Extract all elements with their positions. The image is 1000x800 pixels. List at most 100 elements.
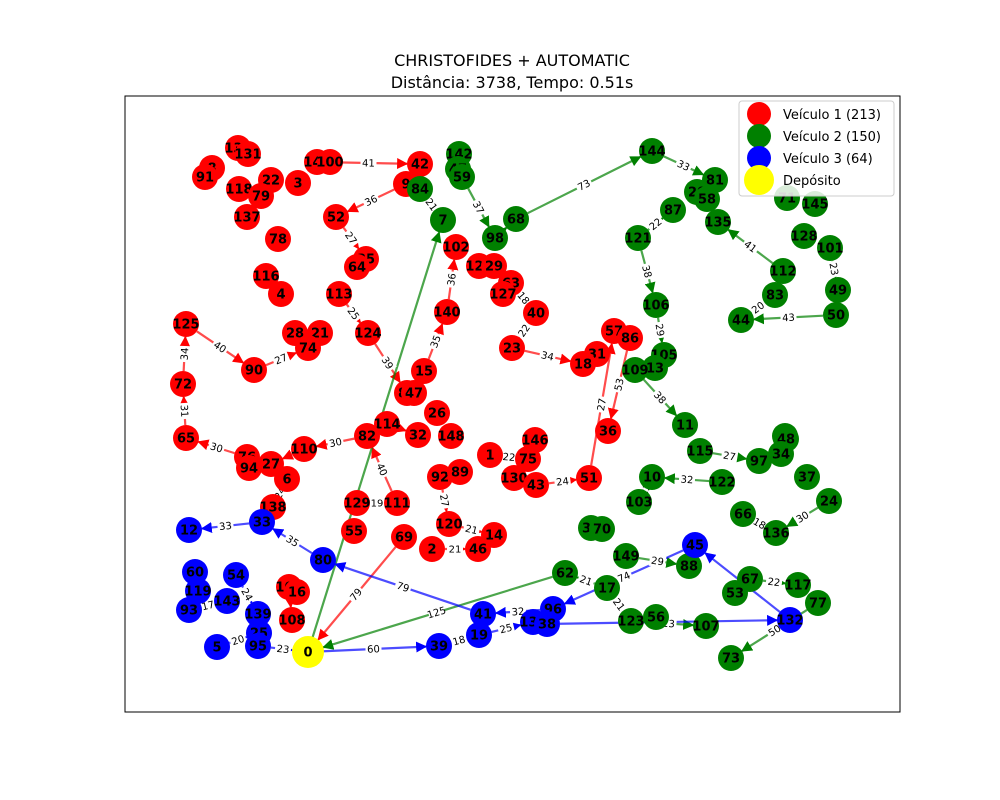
edge-label-bg [645, 214, 666, 234]
node-label: 33 [253, 516, 271, 531]
node-label: 50 [827, 309, 845, 324]
customer-node [317, 149, 343, 175]
node-label: 145 [801, 198, 828, 213]
node-label: 16 [288, 586, 306, 601]
node-label: 115 [686, 445, 713, 460]
customer-node [823, 302, 849, 328]
customer-node [618, 608, 644, 634]
edge-label-bg [576, 572, 596, 589]
legend: Veículo 1 (213) Veículo 2 (150) Veículo 3 … [738, 100, 895, 197]
edge-label-bg [207, 439, 226, 456]
edge-label-bg [346, 584, 366, 605]
node-label: 42 [411, 158, 429, 173]
node-label: 135 [704, 216, 731, 231]
legend-label: Depósito [783, 174, 841, 189]
customer-node [405, 422, 431, 448]
depot-node [292, 636, 324, 668]
edge-label-bg [343, 303, 364, 324]
node-label: 4 [276, 288, 285, 303]
customer-node [595, 418, 621, 444]
customer-node [374, 411, 400, 437]
customer-node [241, 357, 267, 383]
edge-weight-label: 17 [201, 600, 216, 614]
customer-node [430, 207, 456, 233]
edge-weight-label: 40 [373, 462, 388, 478]
customer-node [589, 516, 615, 542]
legend-marker [747, 146, 771, 170]
node-label: 68 [507, 213, 525, 228]
edge-weight-label: 25 [499, 623, 514, 637]
node-label: 90 [245, 364, 263, 379]
edge-label-bg [639, 262, 655, 281]
node-label: 46 [469, 543, 487, 558]
edge-weight-label: 32 [680, 475, 693, 487]
edge-weight-label: 32 [511, 607, 524, 619]
customer-node [173, 311, 199, 337]
edge-weight-label: 21 [578, 574, 594, 589]
edge-label-bg [393, 578, 413, 596]
node-label: 98 [486, 232, 504, 247]
customer-node [285, 170, 311, 196]
customer-node [501, 465, 527, 491]
customer-node [730, 501, 756, 527]
edge-label-bg [673, 156, 694, 175]
edge-weight-label: 73 [576, 178, 592, 194]
customer-node [265, 226, 291, 252]
customer-node [245, 633, 271, 659]
customer-node [613, 543, 639, 569]
node-label: 101 [816, 242, 843, 257]
customer-node [552, 560, 578, 586]
edge-label-bg [444, 270, 459, 289]
node-label: 52 [327, 211, 345, 226]
customer-node [470, 601, 496, 627]
node-label: 11 [676, 419, 694, 434]
edge-weight-label: 41 [362, 158, 375, 169]
edge-weight-label: 33 [219, 521, 233, 533]
edge-label-bg [609, 594, 629, 615]
node-label: 124 [354, 327, 381, 342]
node-label: 12 [180, 524, 198, 539]
node-label: 139 [244, 608, 271, 623]
customer-node [643, 292, 669, 318]
customer-node [676, 553, 702, 579]
customer-node [279, 607, 305, 633]
edge-weight-label: 23 [662, 619, 675, 631]
node-label: 112 [769, 265, 796, 280]
customer-node [411, 358, 437, 384]
node-label: 40 [527, 307, 545, 322]
customer-node [443, 234, 469, 260]
node-label: 120 [435, 518, 462, 533]
chart-subtitle: Distância: 3738, Tempo: 0.51s [391, 73, 634, 92]
edge-label-bg [514, 320, 534, 341]
edge-weight-label: 29 [650, 556, 664, 569]
node-label: 95 [249, 640, 267, 655]
edge-label-bg [361, 191, 381, 210]
customer-node [802, 191, 828, 217]
node-label: 6 [282, 473, 291, 488]
edge-label-bg [449, 632, 469, 649]
customer-node [503, 206, 529, 232]
edge-weight-label: 21 [449, 545, 462, 556]
customer-node [499, 335, 525, 361]
node-label: 47 [405, 387, 423, 402]
node-label: 64 [348, 261, 366, 276]
node-label: 17 [598, 582, 616, 597]
node-label: 91 [196, 171, 214, 186]
node-label: 130 [500, 472, 527, 487]
node-label: 62 [556, 567, 574, 582]
customer-node [426, 633, 452, 659]
edge-label-bg [228, 631, 248, 649]
node-label: 113 [325, 288, 352, 303]
node-label: 122 [708, 476, 735, 491]
customer-node [355, 320, 381, 346]
customer-node [419, 536, 445, 562]
edge-weight-label: 23 [826, 262, 839, 277]
customer-node [323, 204, 349, 230]
node-label: 5 [212, 641, 221, 656]
edge-weight-label: 36 [446, 273, 459, 287]
customer-node [274, 466, 300, 492]
customer-node [643, 604, 669, 630]
node-label: 121 [624, 232, 651, 247]
customer-node [718, 645, 744, 671]
